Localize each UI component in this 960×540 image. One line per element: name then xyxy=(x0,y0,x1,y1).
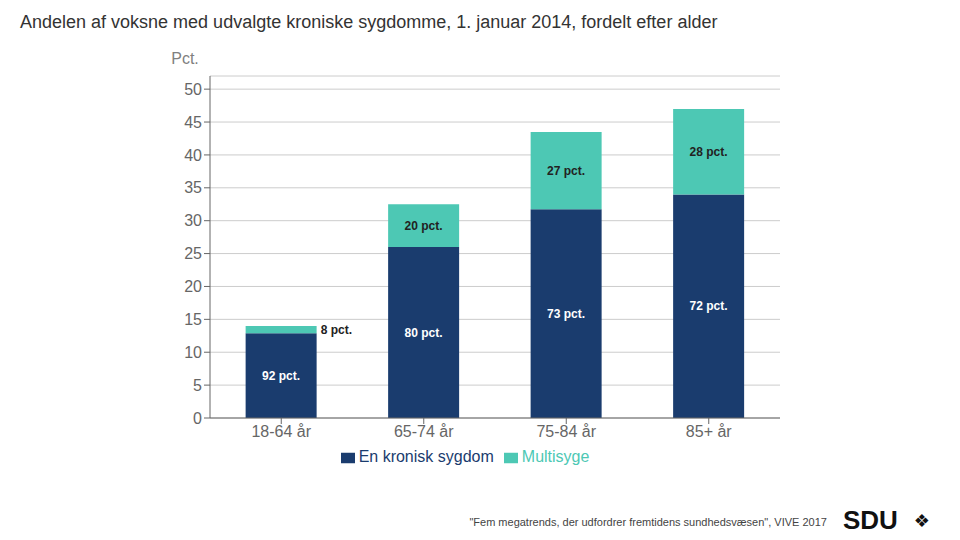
svg-text:15: 15 xyxy=(184,311,202,328)
svg-text:28 pct.: 28 pct. xyxy=(690,145,728,159)
svg-text:45: 45 xyxy=(184,114,202,131)
svg-text:80 pct.: 80 pct. xyxy=(405,326,443,340)
svg-text:85+ år: 85+ år xyxy=(686,423,732,440)
svg-text:65-74 år: 65-74 år xyxy=(394,423,454,440)
svg-text:30: 30 xyxy=(184,212,202,229)
html-text:SDU: SDU xyxy=(843,505,898,535)
html-text:En kronisk sygdom: En kronisk sygdom xyxy=(358,448,494,465)
html-text:Multisyge: Multisyge xyxy=(521,448,590,465)
svg-text:27 pct.: 27 pct. xyxy=(547,164,585,178)
svg-text:50: 50 xyxy=(184,81,202,98)
svg-text:0: 0 xyxy=(193,410,202,427)
svg-text:72 pct.: 72 pct. xyxy=(690,299,728,313)
svg-text:20 pct.: 20 pct. xyxy=(405,219,443,233)
svg-text:40: 40 xyxy=(184,147,202,164)
svg-text:35: 35 xyxy=(184,179,202,196)
svg-text:Pct.: Pct. xyxy=(171,50,199,67)
svg-text:5: 5 xyxy=(193,377,202,394)
svg-text:10: 10 xyxy=(184,344,202,361)
html-text:Andelen af voksne med udvalgte: Andelen af voksne med udvalgte kroniske … xyxy=(20,12,718,32)
svg-text:73 pct.: 73 pct. xyxy=(547,307,585,321)
svg-text:25: 25 xyxy=(184,245,202,262)
html-text:"Fem megatrends, der udfordrer: "Fem megatrends, der udfordrer fremtiden… xyxy=(469,516,827,528)
svg-text:75-84 år: 75-84 år xyxy=(536,423,596,440)
svg-text:20: 20 xyxy=(184,278,202,295)
svg-text:92 pct.: 92 pct. xyxy=(262,369,300,383)
svg-text:8 pct.: 8 pct. xyxy=(321,323,352,337)
svg-text:18-64 år: 18-64 år xyxy=(251,423,311,440)
